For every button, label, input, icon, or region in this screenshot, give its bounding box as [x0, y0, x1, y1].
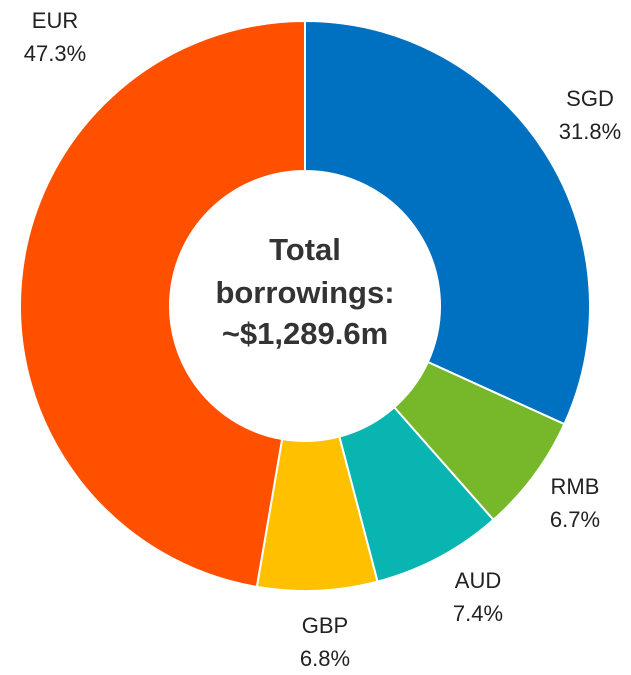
donut-segment: [338, 405, 495, 583]
segment-label: GBP: [302, 613, 348, 638]
value-label: 47.3%: [24, 41, 86, 66]
segment-label: SGD: [566, 86, 614, 111]
segment-label: RMB: [551, 474, 600, 499]
center-label: borrowings:: [215, 275, 394, 310]
donut-segment: [255, 435, 379, 592]
donut-segment: [304, 19, 591, 426]
value-label: 6.7%: [550, 507, 600, 532]
donut-segment: [392, 360, 566, 522]
center-label: ~$1,289.6m: [222, 316, 388, 351]
center-label: Total: [269, 232, 341, 267]
donut-segment: [19, 19, 306, 589]
value-label: 7.4%: [453, 601, 503, 626]
value-label: 6.8%: [300, 646, 350, 671]
value-label: 31.8%: [559, 119, 621, 144]
segment-label: AUD: [455, 568, 501, 593]
segment-label: EUR: [32, 8, 78, 33]
